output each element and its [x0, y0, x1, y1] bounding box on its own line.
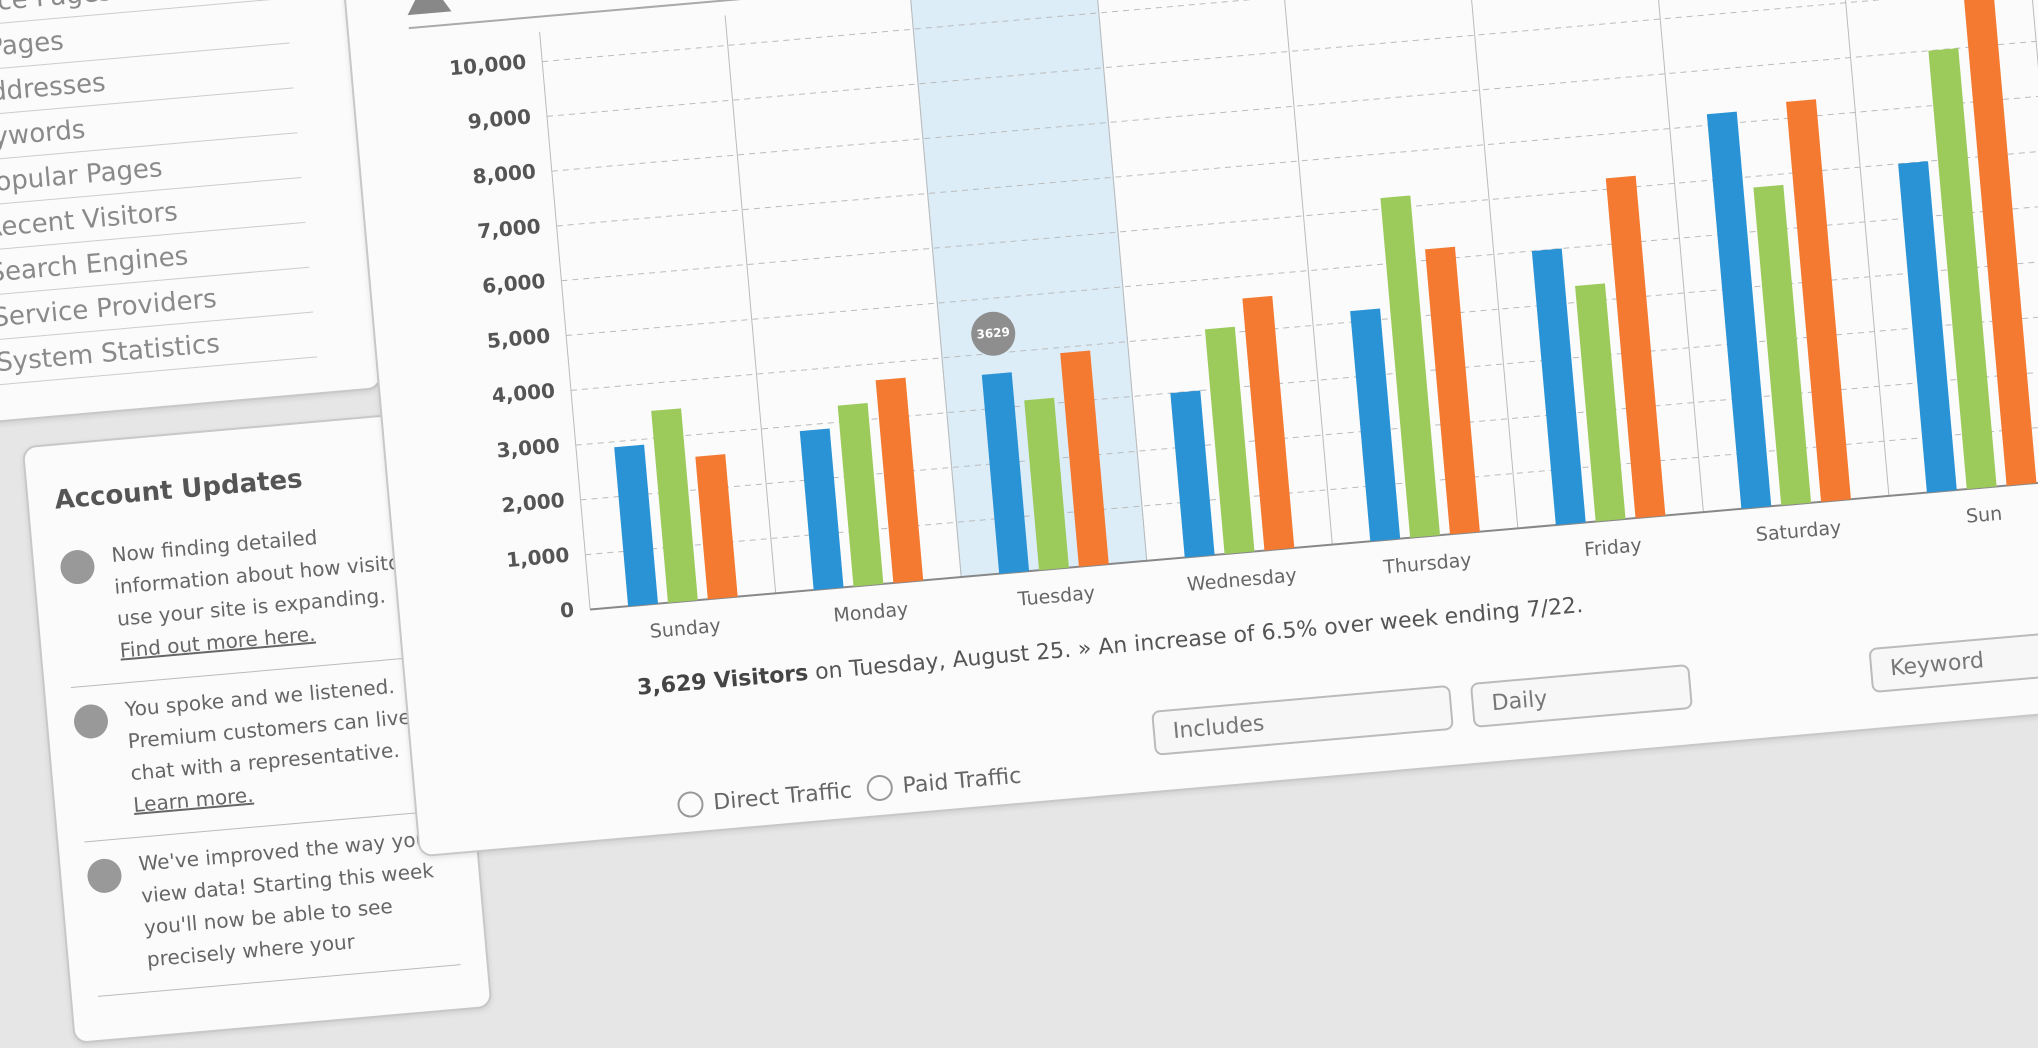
bar [651, 408, 698, 603]
dashboard: ance Pagest PagesAddresseseywordsPopular… [0, 0, 2038, 1026]
bar [1380, 195, 1441, 538]
bar [837, 403, 884, 587]
dropdown[interactable]: Daily [1469, 663, 1693, 728]
update-item: Now finding detailed information about h… [57, 501, 434, 689]
column-divider [1466, 0, 1519, 529]
radio-option[interactable]: Direct Traffic [676, 777, 853, 819]
column-divider [1837, 0, 1890, 496]
column-divider [1095, 0, 1148, 561]
summary-bold: 3,629 Visitors [636, 660, 810, 701]
radio-circle[interactable] [865, 773, 894, 803]
update-text: You spoke and we listened. Premium custo… [124, 673, 412, 786]
bar [1753, 184, 1812, 506]
highlight-band [910, 0, 1148, 578]
x-tick-label: Monday [833, 598, 910, 626]
update-icon [86, 857, 123, 895]
y-tick-label: 8,000 [472, 159, 537, 188]
radio-option[interactable]: Paid Traffic [865, 763, 1023, 803]
bar [799, 428, 844, 590]
bar [1898, 161, 1957, 493]
column-divider [539, 31, 591, 610]
update-body: You spoke and we listened. Premium custo… [124, 666, 446, 821]
bar [1024, 397, 1069, 571]
update-body: We've improved the way you view data! St… [137, 821, 459, 976]
bar [1575, 283, 1626, 522]
column-divider [1652, 0, 1704, 513]
bar [1706, 111, 1772, 509]
update-text: Now finding detailed information about h… [110, 525, 420, 631]
y-tick-label: 4,000 [491, 378, 556, 407]
x-tick-label: Thursday [1382, 549, 1473, 579]
x-tick-label: Wednesday [1186, 564, 1298, 596]
update-text: We've improved the way you view data! St… [137, 826, 435, 972]
column-divider [1281, 0, 1333, 545]
bar [614, 444, 659, 607]
radio-label: Direct Traffic [712, 777, 853, 815]
y-tick-label: 1,000 [505, 543, 570, 572]
y-tick-label: 3,000 [496, 433, 561, 462]
page: ance Pagest PagesAddresseseywordsPopular… [0, 0, 2038, 958]
bar [1170, 390, 1215, 558]
update-item: We've improved the way you view data! St… [84, 810, 461, 997]
bar [1531, 248, 1586, 526]
y-tick-label: 9,000 [467, 104, 532, 133]
x-tick-label: Sun [1965, 503, 2003, 528]
tooltip-bubble [971, 311, 1016, 356]
x-tick-label: Sunday [649, 615, 722, 643]
bar [1786, 99, 1851, 502]
update-icon [72, 703, 110, 740]
bar [875, 377, 924, 583]
main-panel: Your website received an influx in traff… [338, 0, 2038, 858]
bar [695, 454, 738, 600]
nav-panel: ance Pagest PagesAddresseseywordsPopular… [0, 0, 383, 425]
update-body: Now finding detailed information about h… [110, 512, 432, 667]
y-tick-label: 5,000 [486, 324, 551, 353]
bar [1204, 326, 1255, 555]
y-tick-label: 0 [559, 597, 575, 622]
radio-label: Paid Traffic [901, 763, 1023, 799]
radio-circle[interactable] [676, 790, 705, 819]
chart: 0 1,000 2,000 3,000 4,000 5,000 6,000 7,000 8,00… [448, 0, 2038, 643]
dropdown[interactable]: Includes [1151, 684, 1454, 756]
bar [1350, 308, 1401, 542]
update-item: You spoke and we listened. Premium custo… [71, 656, 448, 843]
tooltip-value: 3629 [976, 325, 1010, 342]
update-icon [59, 548, 96, 586]
controls: Direct Traffic Paid Traffic Includes Daily K… [674, 627, 2038, 819]
update-link[interactable]: Learn more. [132, 782, 255, 818]
x-tick-label: Friday [1583, 534, 1642, 561]
y-tick-label: 6,000 [481, 269, 546, 298]
column-divider [724, 15, 777, 594]
y-tick-label: 2,000 [500, 488, 565, 517]
bar [1242, 295, 1295, 551]
bar [1928, 48, 1997, 490]
grid-line [546, 0, 2032, 117]
x-tick-label: Tuesday [1016, 582, 1096, 611]
bar [1425, 246, 1480, 535]
bar [1605, 175, 1666, 519]
bar [1963, 0, 2037, 486]
bar [981, 372, 1030, 574]
x-tick-label: Saturday [1755, 517, 1842, 546]
column-divider [910, 0, 962, 578]
y-tick-label: 10,000 [448, 50, 527, 81]
search-input[interactable]: Keyword [1868, 627, 2038, 694]
bar [1060, 350, 1109, 567]
y-tick-label: 7,000 [476, 214, 541, 243]
